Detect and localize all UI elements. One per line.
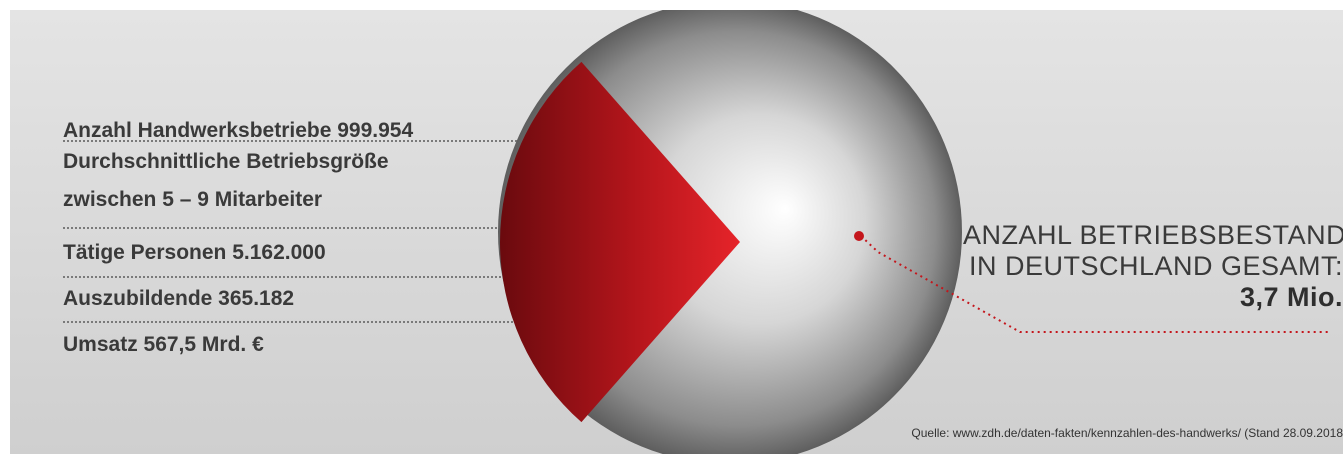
dotted-divider xyxy=(63,321,533,323)
callout-value: 3,7 Mio. xyxy=(1239,282,1343,312)
stat-handwerksbetriebe: Anzahl Handwerksbetriebe 999.954 xyxy=(63,119,414,142)
dotted-divider xyxy=(63,276,533,278)
callout-line1: ANZAHL BETRIEBSBESTAND xyxy=(963,220,1343,250)
stat-betriebsgroesse-line2: zwischen 5 – 9 Mitarbeiter xyxy=(63,188,323,211)
stat-umsatz: Umsatz 567,5 Mrd. € xyxy=(63,333,264,356)
dotted-divider xyxy=(63,227,533,229)
pie-chart xyxy=(498,10,1330,454)
infographic-panel: Anzahl Handwerksbetriebe 999.954 Durchsc… xyxy=(10,10,1343,454)
callout-marker-dot xyxy=(854,231,864,241)
source-note: Quelle: www.zdh.de/daten-fakten/kennzahl… xyxy=(911,426,1343,440)
stat-auszubildende: Auszubildende 365.182 xyxy=(63,287,295,310)
pie-slices xyxy=(498,10,962,454)
callout-line2: IN DEUTSCHLAND GESAMT: xyxy=(968,251,1343,281)
pie-slice-handwerksbetriebe xyxy=(500,61,740,423)
dotted-divider xyxy=(63,140,533,142)
stat-betriebsgroesse-line1: Durchschnittliche Betriebsgröße xyxy=(63,150,389,173)
stat-taetige-personen: Tätige Personen 5.162.000 xyxy=(63,241,326,264)
